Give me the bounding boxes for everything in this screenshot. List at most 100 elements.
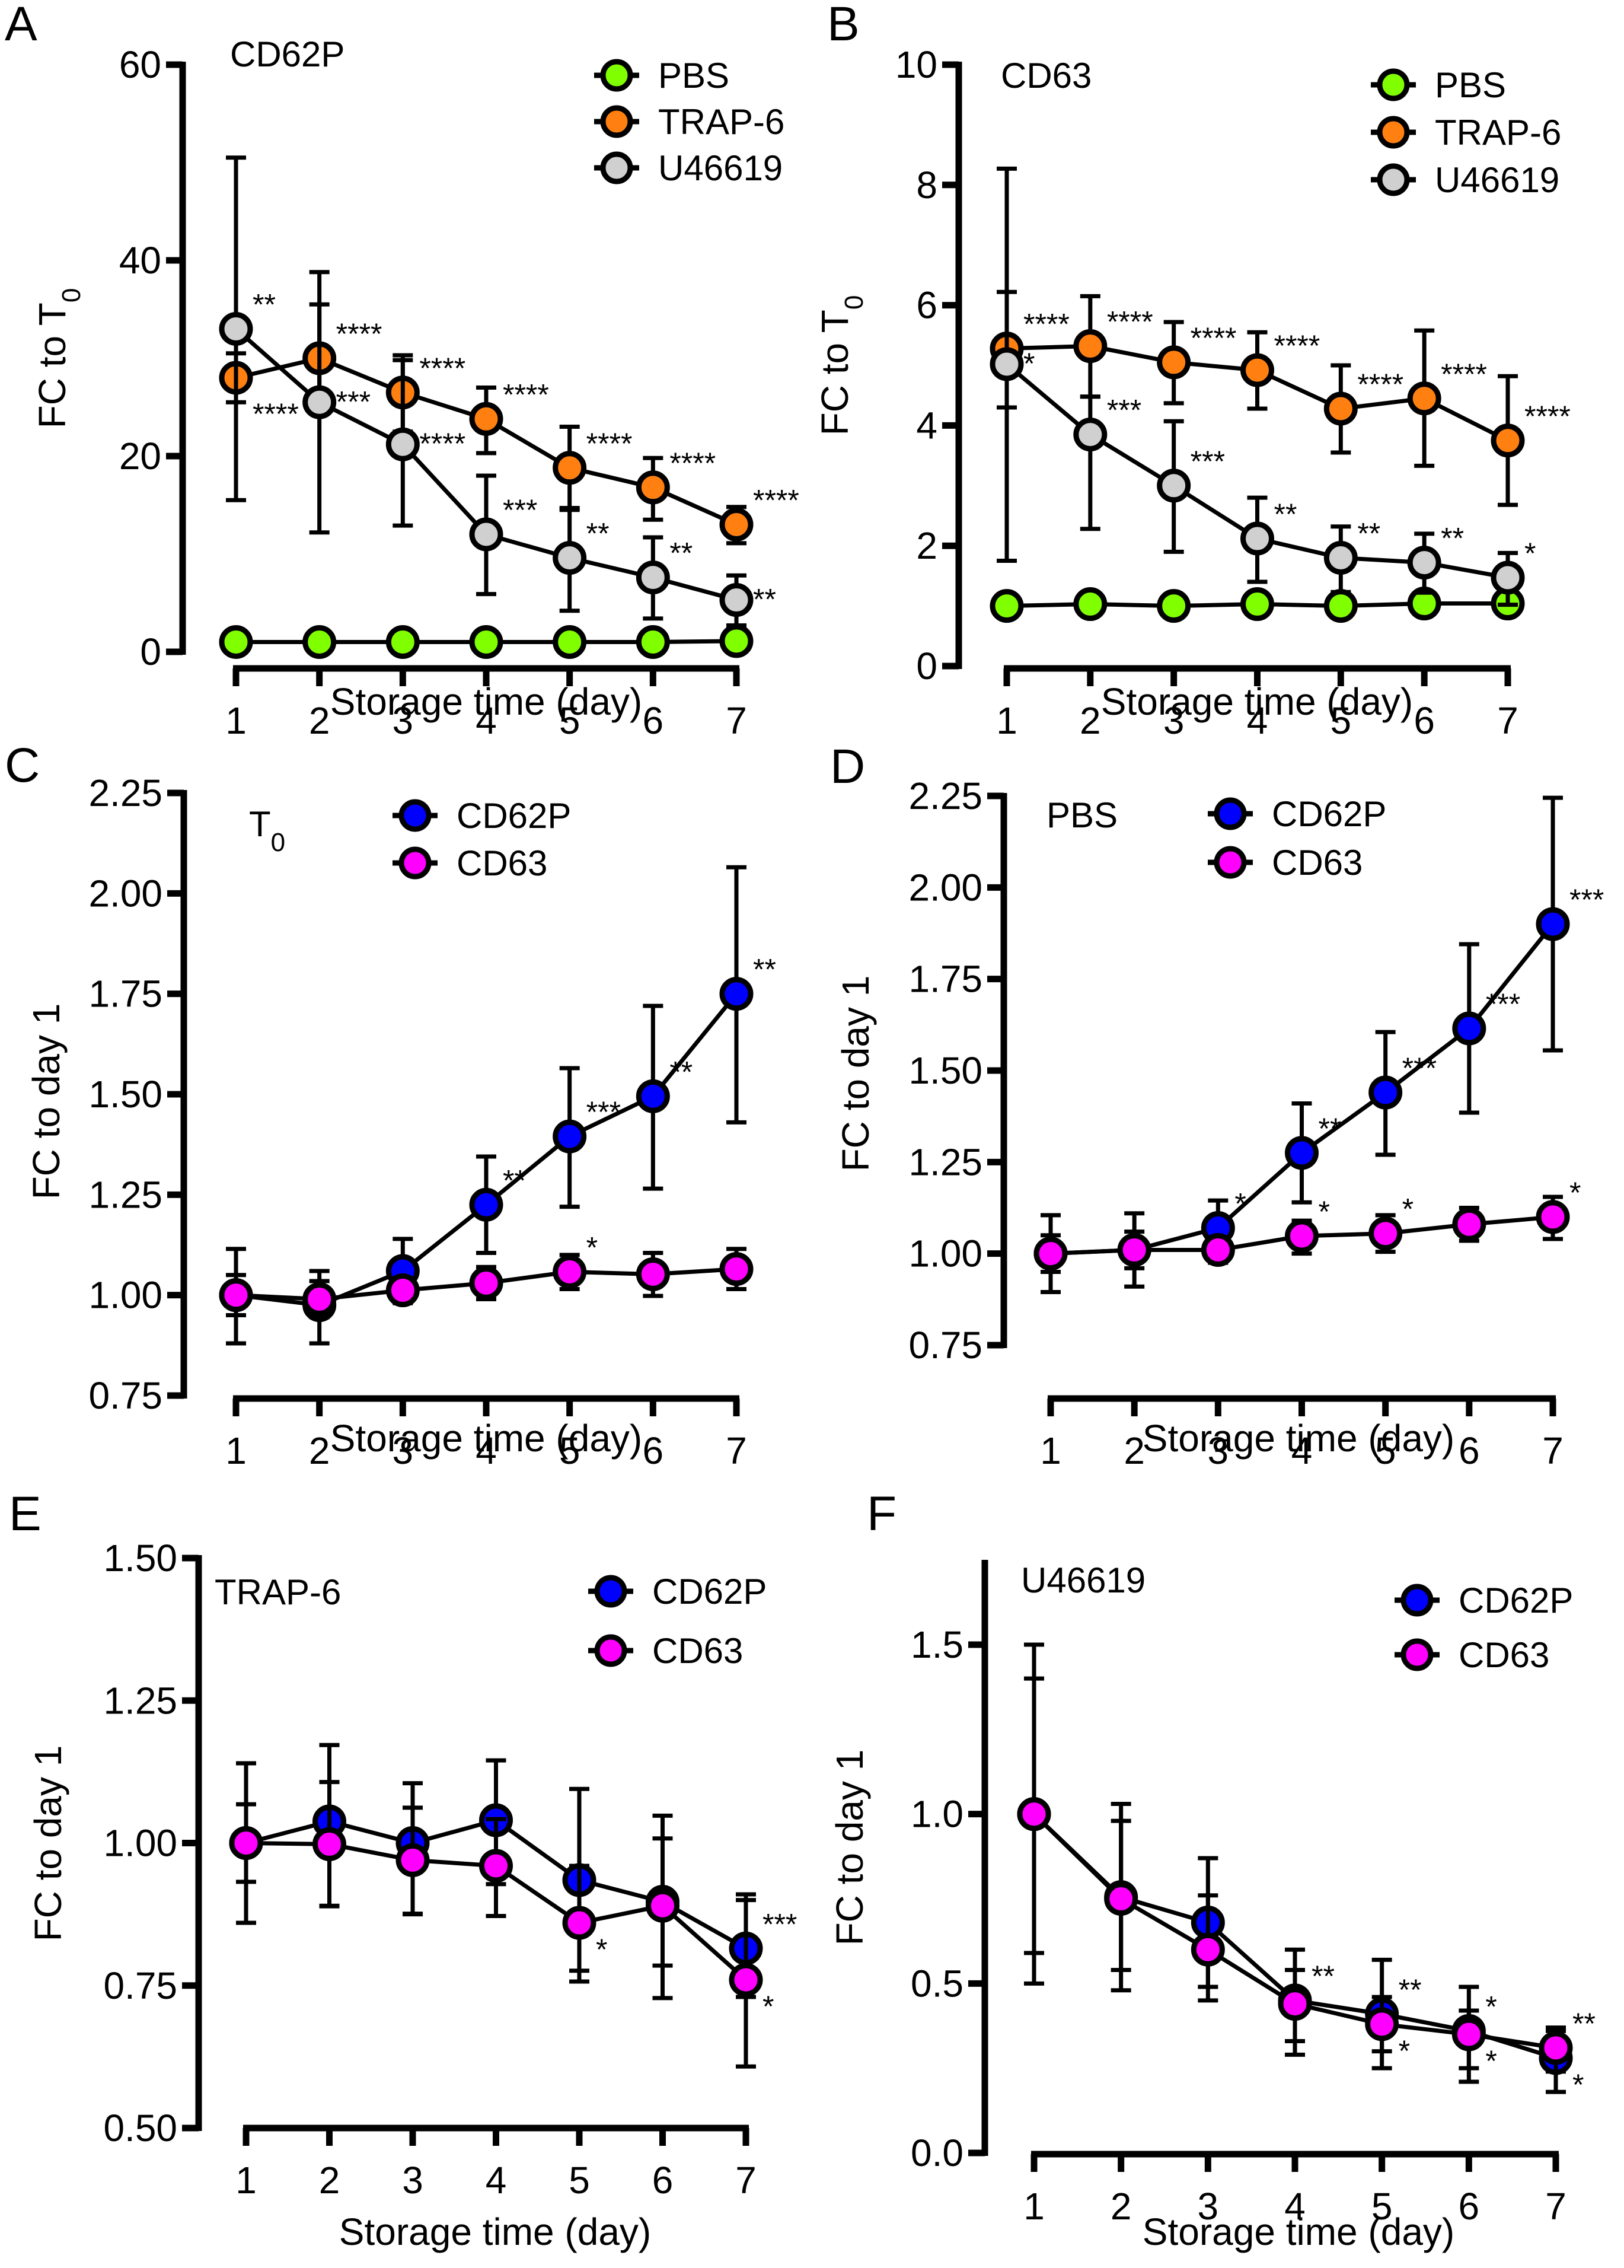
- y-axis-label: FC to T0: [813, 295, 869, 436]
- x-tick-label: 4: [1284, 2185, 1306, 2228]
- legend-marker: [1400, 1584, 1434, 1617]
- series-trap-6: ****************************: [219, 270, 799, 546]
- legend-label: CD62P: [1272, 794, 1386, 834]
- significance-label: **: [253, 288, 276, 321]
- y-tick-label: 0.75: [88, 1374, 162, 1417]
- y-axis-label: FC to T0: [31, 288, 86, 429]
- data-point: [1407, 381, 1441, 416]
- x-tick-label: 1: [1040, 1429, 1061, 1472]
- y-tick-label: 60: [119, 43, 161, 86]
- legend-label: U46619: [1435, 160, 1559, 200]
- series-cd63: * * *: [1033, 1176, 1581, 1275]
- significance-label: **: [586, 517, 610, 550]
- panel-f: F 0.0 0.5 1.0 1.5 1 2 3 4 5 6 7 Storage time (day) FC…: [828, 1487, 1596, 2253]
- data-point: [1368, 1216, 1403, 1251]
- y-tick-label: 2.25: [908, 775, 982, 817]
- significance-label: ***: [1191, 445, 1225, 478]
- series-cd63: * ***: [1017, 1676, 1596, 2078]
- legend-label: CD63: [652, 1631, 743, 1671]
- legend-item: PBS: [594, 56, 729, 95]
- y-tick-label: 0.75: [103, 1964, 177, 2007]
- data-point: [1240, 353, 1274, 387]
- data-point: [636, 1257, 670, 1291]
- significance-label: *: [1319, 1195, 1330, 1228]
- data-point: [219, 312, 253, 346]
- data-point: [1451, 2017, 1486, 2052]
- y-tick-label: 2.00: [908, 866, 982, 909]
- series-cd63: *: [219, 1231, 754, 1320]
- y-tick-label: 4: [916, 404, 937, 447]
- data-point: [1017, 1797, 1051, 1831]
- data-point: [1117, 1232, 1151, 1267]
- significance-label: *: [1572, 2068, 1584, 2101]
- legend-marker: [600, 59, 633, 92]
- x-tick-label: 6: [652, 2159, 674, 2202]
- significance-label: ***: [1569, 883, 1604, 916]
- legend-label: CD62P: [1459, 1581, 1573, 1620]
- significance-label: *: [586, 1231, 598, 1264]
- data-point: [1285, 1219, 1319, 1253]
- legend-label: CD62P: [457, 796, 571, 836]
- significance-label: ****: [503, 378, 549, 411]
- x-tick-label: 6: [1459, 2185, 1480, 2228]
- x-tick-label: 1: [225, 699, 247, 742]
- significance-label: ***: [1486, 988, 1520, 1021]
- data-point: [990, 589, 1024, 623]
- significance-label: ***: [336, 385, 371, 418]
- y-axis-label: FC to day 1: [828, 1750, 871, 1946]
- y-tick-label: 2.00: [88, 872, 162, 915]
- y-tick-label: 0.5: [911, 1962, 963, 2005]
- y-tick-label: 1.50: [103, 1537, 177, 1579]
- data-point: [719, 977, 754, 1011]
- data-point: [1240, 521, 1274, 556]
- y-tick-label: 2: [916, 524, 937, 567]
- panel-title-main: T: [249, 804, 271, 844]
- x-tick-label: 4: [476, 699, 497, 742]
- x-tick-label: 7: [1545, 2185, 1566, 2228]
- legend-label: CD63: [457, 843, 547, 883]
- legend-label: PBS: [1435, 65, 1506, 105]
- x-tick-label: 6: [643, 1429, 664, 1472]
- x-tick-label: 4: [486, 2159, 507, 2202]
- data-point: [729, 1963, 763, 1997]
- data-point: [469, 402, 503, 436]
- significance-label: *: [762, 1990, 774, 2023]
- data-point: [1073, 587, 1108, 622]
- data-point: [636, 625, 670, 659]
- x-tick-label: 3: [1163, 699, 1185, 742]
- x-tick-label: 1: [996, 699, 1017, 742]
- y-tick-label: 1.5: [911, 1623, 963, 1666]
- y-tick-label: 0: [140, 630, 161, 673]
- y-tick-label: 1.50: [88, 1073, 162, 1116]
- data-point: [1323, 540, 1358, 575]
- data-point: [385, 427, 420, 461]
- x-tick-label: 5: [559, 699, 580, 742]
- significance-label: ****: [753, 484, 799, 517]
- data-point: [1365, 2007, 1399, 2041]
- data-point: [469, 625, 503, 659]
- significance-label: **: [1274, 498, 1297, 531]
- significance-label: ****: [419, 427, 465, 460]
- legend-item: CD63: [588, 1631, 743, 1671]
- panel-title: CD63: [1001, 56, 1092, 95]
- significance-label: **: [669, 537, 693, 570]
- legend: CD62P CD63: [1395, 1581, 1573, 1675]
- y-axis-label: FC to day 1: [27, 1745, 69, 1942]
- legend-marker: [1377, 68, 1410, 101]
- panel-d: D 0.75 1.00 1.25 1.50 1.75 2.00 2.25 1 2 3 4 5 6 7 Stor…: [830, 740, 1604, 1472]
- x-tick-label: 5: [1371, 2185, 1393, 2228]
- x-tick-label: 7: [726, 1429, 747, 1472]
- y-tick-label: 10: [895, 43, 937, 86]
- legend-label: CD62P: [652, 1572, 767, 1611]
- legend-item: U46619: [594, 148, 783, 188]
- data-point: [1285, 1136, 1319, 1170]
- significance-label: *: [1485, 1990, 1497, 2023]
- y-tick-label: 0.50: [103, 2107, 177, 2149]
- y-axis-label-subscript: 0: [840, 295, 869, 310]
- significance-label: *: [1524, 537, 1536, 570]
- panel-letter: F: [867, 1487, 896, 1541]
- significance-label: **: [1312, 1960, 1335, 1993]
- data-point: [302, 625, 337, 659]
- legend-marker: [1214, 846, 1247, 879]
